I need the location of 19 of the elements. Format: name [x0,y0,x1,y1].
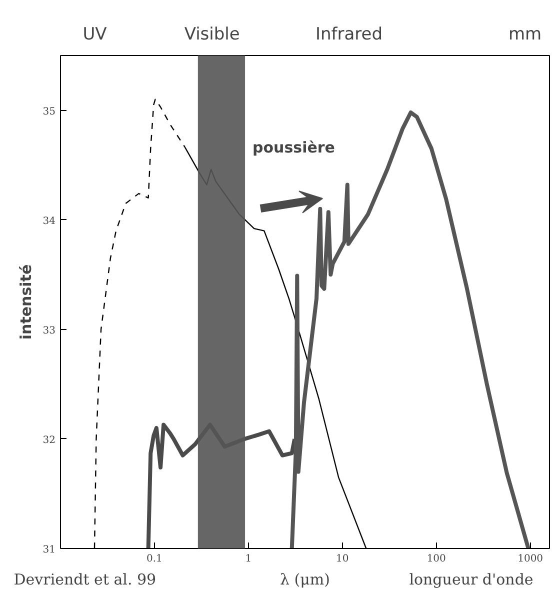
x-tick-label: 100 [426,554,446,564]
y-tick-label: 31 [42,544,56,556]
y-tick-label: 32 [42,434,56,446]
x-tick-label: 10 [336,554,349,564]
text: Visible [184,24,240,44]
text: mm [508,24,542,44]
y-tick-label: 33 [42,325,56,336]
y-tick-label: 34 [42,216,56,227]
x-tick-label: 0.1 [146,554,162,564]
text: Devriendt et al. 99 [14,570,156,588]
x-tick-label: 1 [245,554,252,564]
y-tick-label: 35 [42,106,56,118]
text: longueur d'onde [409,570,534,588]
text: Infrared [315,24,383,44]
x-axis-title: λ (μm) [280,570,330,588]
y-axis-title: intensité [16,264,35,340]
annotation: poussière [252,138,335,156]
x-tick-label: 1000 [518,554,544,564]
text: UV [82,24,108,44]
